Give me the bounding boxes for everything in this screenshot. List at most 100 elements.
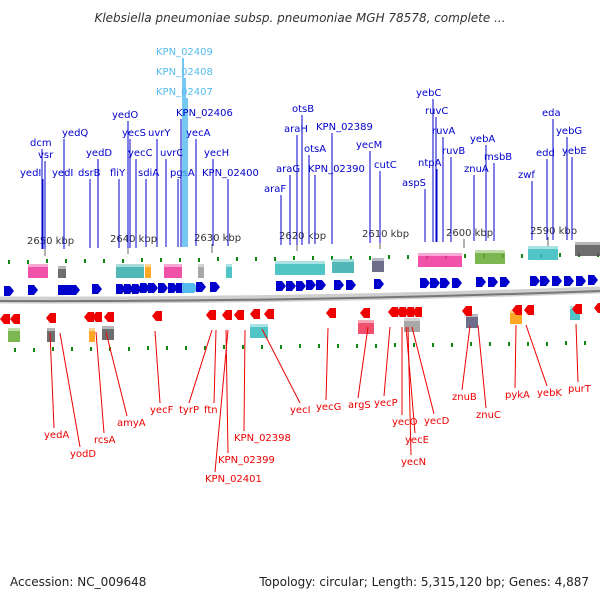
reverse-gene-label[interactable]: amyA [117, 418, 146, 429]
reverse-gene-arrow[interactable] [524, 305, 534, 315]
forward-gene-arrow[interactable] [4, 286, 14, 296]
forward-gene-label[interactable]: KPN_02407 [156, 87, 213, 98]
forward-gene-arrow[interactable] [306, 280, 316, 290]
forward-gene-label[interactable]: yebA [470, 134, 495, 145]
forward-gene-label[interactable]: yecM [356, 140, 382, 151]
reverse-gene-label[interactable]: ftn [204, 405, 218, 416]
forward-gene-arrow[interactable] [116, 284, 126, 294]
reverse-gene-label[interactable]: znuB [452, 392, 477, 403]
reverse-gene-label[interactable]: purT [568, 384, 592, 395]
forward-gene-arrow[interactable] [374, 279, 384, 289]
forward-gene-label[interactable]: KPN_02406 [176, 108, 233, 119]
forward-gene-arrow[interactable] [476, 277, 486, 287]
reverse-gene-arrow[interactable] [412, 307, 422, 317]
forward-gene-arrow[interactable] [276, 281, 286, 291]
forward-gene-label[interactable]: yebG [556, 126, 582, 137]
forward-gene-arrow[interactable] [564, 276, 574, 286]
reverse-gene-label[interactable]: yecD [424, 416, 450, 427]
forward-gene-label[interactable]: yedO [112, 110, 138, 121]
reverse-gene-arrow[interactable] [396, 307, 406, 317]
reverse-gene-label[interactable]: yodD [70, 449, 96, 460]
forward-gene-label[interactable]: KPN_02408 [156, 67, 213, 78]
forward-gene-arrow[interactable] [552, 276, 562, 286]
forward-gene-label[interactable]: aspS [402, 178, 426, 189]
forward-gene-arrow[interactable] [92, 284, 102, 294]
forward-gene-label[interactable]: araF [264, 184, 286, 195]
forward-gene-label[interactable]: edd [536, 148, 555, 159]
forward-gene-arrow[interactable] [430, 278, 440, 288]
reverse-gene-label[interactable]: yebK [537, 388, 562, 399]
forward-gene-arrow[interactable] [188, 283, 198, 293]
forward-gene-arrow[interactable] [124, 284, 134, 294]
reverse-gene-arrow[interactable] [92, 312, 102, 322]
forward-gene-arrow[interactable] [346, 280, 356, 290]
forward-gene-arrow[interactable] [440, 278, 450, 288]
reverse-strand-genes[interactable] [0, 303, 600, 324]
reverse-gene-arrow[interactable] [104, 312, 114, 322]
forward-gene-label[interactable]: znuA [464, 164, 489, 175]
forward-gene-label[interactable]: ntpA [418, 158, 442, 169]
forward-gene-label[interactable]: KPN_02400 [202, 168, 259, 179]
forward-gene-label[interactable]: sdiA [138, 168, 159, 179]
forward-gene-label[interactable]: yebC [416, 88, 441, 99]
forward-strand-genes[interactable] [4, 275, 598, 296]
reverse-gene-arrow[interactable] [84, 312, 94, 322]
reverse-gene-label[interactable]: argS [348, 400, 371, 411]
forward-gene-label[interactable]: yedI [20, 168, 41, 179]
reverse-gene-label[interactable]: znuC [476, 410, 501, 421]
forward-gene-label[interactable]: araH [284, 124, 308, 135]
reverse-gene-arrow[interactable] [46, 313, 56, 323]
forward-gene-arrow[interactable] [28, 285, 38, 295]
forward-gene-arrow[interactable] [168, 283, 178, 293]
forward-gene-label[interactable]: KPN_02389 [316, 122, 373, 133]
forward-gene-label[interactable]: yedI [52, 168, 73, 179]
forward-gene-label[interactable]: otsA [304, 144, 326, 155]
reverse-gene-label[interactable]: KPN_02401 [205, 474, 262, 485]
reverse-gene-label[interactable]: yecN [401, 457, 426, 468]
reverse-gene-arrow[interactable] [10, 314, 20, 324]
forward-gene-arrow[interactable] [210, 282, 220, 292]
forward-gene-label[interactable]: yecH [204, 148, 229, 159]
forward-gene-arrow[interactable] [500, 277, 510, 287]
forward-gene-label[interactable]: ruvA [432, 126, 455, 137]
reverse-gene-label[interactable]: pykA [505, 390, 530, 401]
forward-gene-arrow[interactable] [296, 281, 306, 291]
forward-gene-arrow[interactable] [540, 276, 550, 286]
forward-gene-arrow[interactable] [488, 277, 498, 287]
reverse-gene-label[interactable]: yedA [44, 430, 69, 441]
forward-gene-label[interactable]: dsrB [78, 168, 101, 179]
reverse-gene-arrow[interactable] [360, 308, 370, 318]
forward-gene-label[interactable]: zwf [518, 170, 535, 181]
reverse-gene-arrow[interactable] [250, 309, 260, 319]
forward-gene-label[interactable]: araG [276, 164, 300, 175]
reverse-gene-label[interactable]: yecG [316, 402, 341, 413]
reverse-gene-arrow[interactable] [234, 310, 244, 320]
forward-gene-label[interactable]: otsB [292, 104, 314, 115]
forward-gene-arrow[interactable] [530, 276, 540, 286]
reverse-gene-label[interactable]: yecI [290, 405, 311, 416]
reverse-gene-arrow[interactable] [0, 314, 10, 324]
forward-gene-arrow[interactable] [132, 284, 142, 294]
reverse-gene-label[interactable]: KPN_02398 [234, 433, 291, 444]
forward-gene-label[interactable]: ruvC [425, 106, 448, 117]
forward-gene-label[interactable]: yecC [128, 148, 153, 159]
reverse-gene-arrow[interactable] [512, 305, 522, 315]
forward-gene-label[interactable]: vsr [38, 150, 54, 161]
forward-gene-arrow[interactable] [420, 278, 430, 288]
reverse-gene-label[interactable]: yecE [405, 435, 429, 446]
forward-gene-label[interactable]: fliY [110, 168, 126, 179]
forward-gene-arrow[interactable] [140, 283, 150, 293]
forward-gene-arrow[interactable] [316, 280, 326, 290]
forward-gene-label[interactable]: yedD [86, 148, 112, 159]
forward-gene-label[interactable]: yecS [122, 128, 146, 139]
forward-gene-label[interactable]: cutC [374, 160, 397, 171]
forward-gene-arrow[interactable] [196, 282, 206, 292]
reverse-gene-arrow[interactable] [388, 307, 398, 317]
forward-gene-arrow[interactable] [588, 275, 598, 285]
reverse-gene-arrow[interactable] [572, 304, 582, 314]
forward-gene-label[interactable]: dcm [30, 138, 52, 149]
reverse-gene-arrow[interactable] [326, 308, 336, 318]
